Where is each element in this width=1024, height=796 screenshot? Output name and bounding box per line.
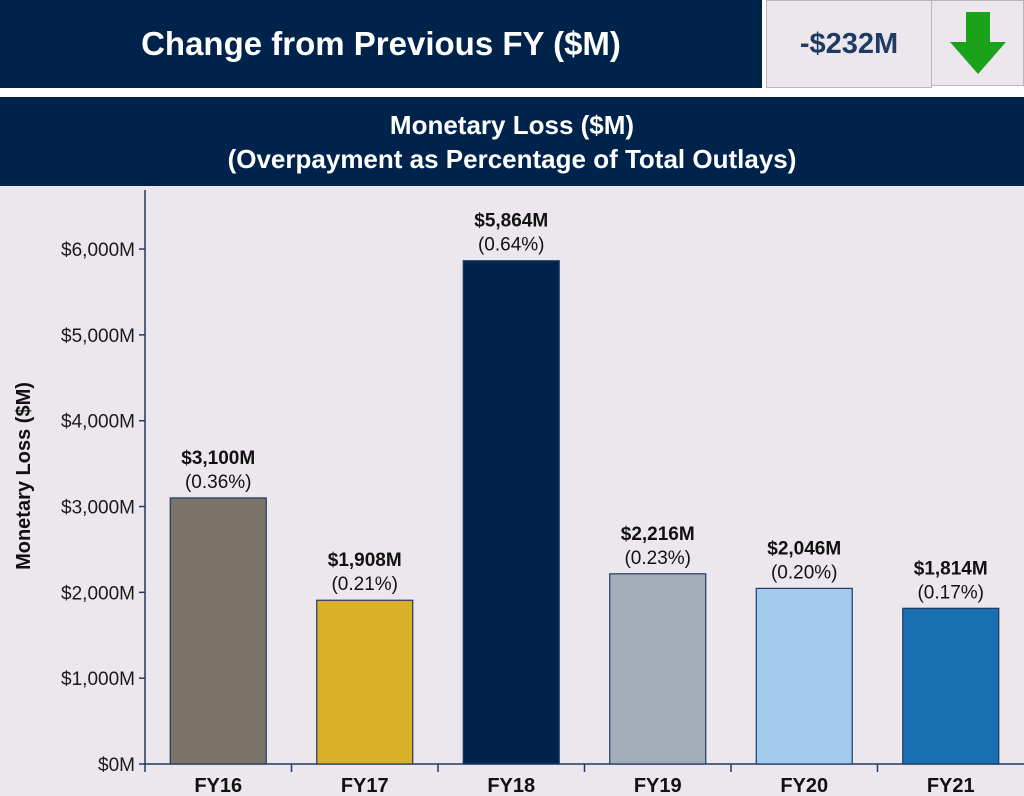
chart-title-banner: Monetary Loss ($M) (Overpayment as Perce… [0, 97, 1024, 186]
y-tick-label: $0M [98, 755, 135, 776]
y-tick-label: $6,000M [61, 240, 135, 261]
x-tick-label: FY16 [194, 775, 242, 796]
bar-fy20 [755, 587, 853, 765]
y-tick-label: $3,000M [61, 498, 135, 519]
bar-fy19 [609, 573, 707, 765]
x-tick-label: FY21 [927, 775, 975, 796]
change-title: Change from Previous FY ($M) [141, 25, 621, 62]
chart-title: Monetary Loss ($M) [389, 109, 635, 140]
y-tick-label: $1,000M [61, 669, 135, 690]
chart-panel: $0M $1,000M $2,000M $3,000M $4,000M $5,000M $6… [0, 186, 1024, 796]
chart-subtitle: (Overpayment as Percentage of Total Outl… [227, 143, 797, 174]
y-tick-label: $5,000M [61, 326, 135, 347]
bar-value-label: $2,046M [767, 538, 841, 559]
bar-fy21 [902, 607, 1000, 765]
change-title-banner: Change from Previous FY ($M) [0, 0, 762, 88]
bar-percent-label: (0.21%) [331, 574, 398, 595]
trend-indicator-box [931, 0, 1024, 86]
x-tick-label: FY18 [487, 775, 535, 796]
bar-value-label: $5,864M [474, 211, 548, 232]
change-value: -$232M [799, 27, 899, 60]
bar-value-label: $1,908M [328, 550, 402, 571]
bar-fy17 [316, 599, 414, 765]
bar-value-label: $1,814M [914, 558, 988, 579]
bar-value-label: $2,216M [621, 524, 695, 545]
bar-percent-label: (0.23%) [624, 548, 691, 569]
bar-percent-label: (0.64%) [478, 235, 545, 256]
y-axis-title: Monetary Loss ($M) [13, 382, 35, 570]
bar-percent-label: (0.36%) [185, 472, 252, 493]
x-tick-label: FY19 [634, 775, 682, 796]
bar-fy16 [169, 497, 267, 765]
bar-percent-label: (0.17%) [917, 582, 984, 603]
bar-percent-label: (0.20%) [771, 562, 838, 583]
bar-value-label: $3,100M [181, 448, 255, 469]
y-tick-label: $4,000M [61, 412, 135, 433]
down-arrow-icon [949, 12, 1006, 74]
y-tick-label: $2,000M [61, 583, 135, 604]
bar-fy18 [462, 260, 560, 765]
bar-chart: $0M $1,000M $2,000M $3,000M $4,000M $5,000M $6… [13, 190, 1024, 796]
x-tick-label: FY17 [341, 775, 389, 796]
x-tick-label: FY20 [780, 775, 828, 796]
change-value-box: -$232M [766, 0, 932, 88]
